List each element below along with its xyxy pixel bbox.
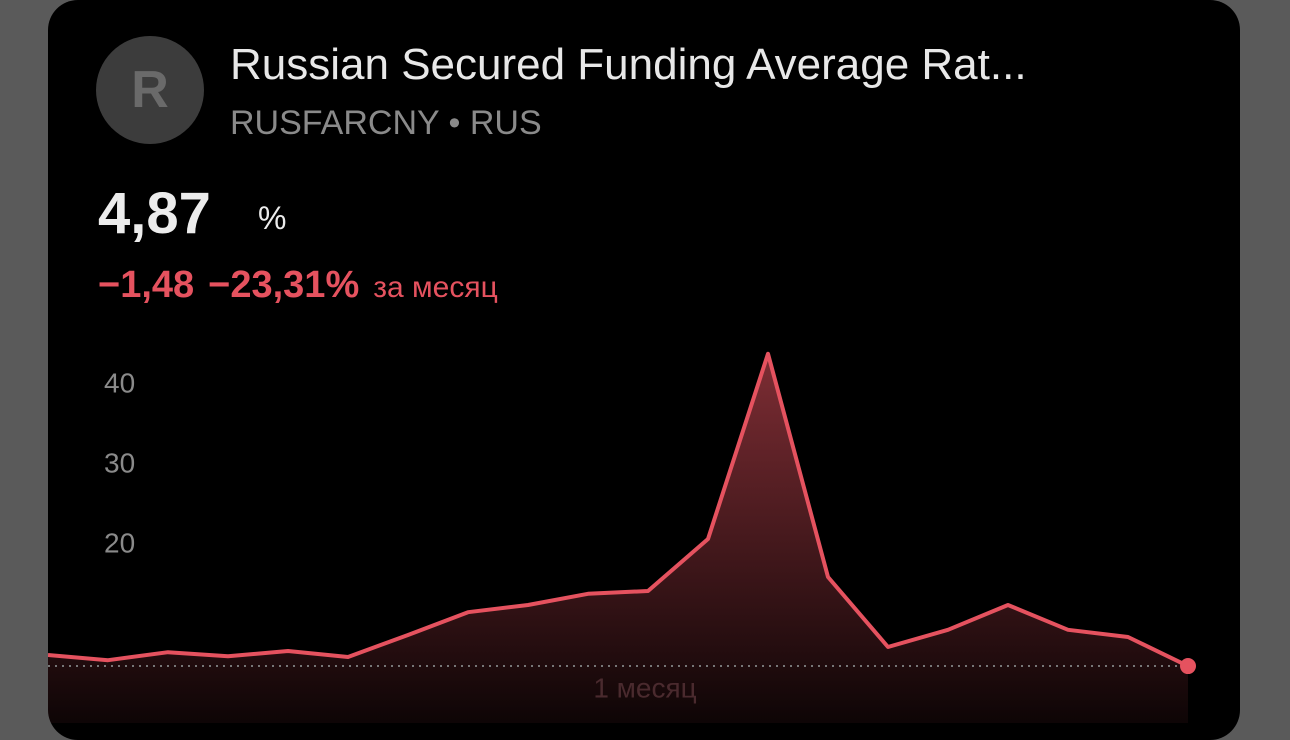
change-percent: −23,31% (208, 264, 360, 306)
period: за месяц (373, 271, 498, 304)
change-value: −1,48 (98, 264, 195, 306)
price: 4,87 (98, 181, 211, 246)
period-button[interactable]: 1 месяц (593, 672, 696, 703)
y-tick-label: 30 (104, 447, 135, 478)
subtitle: RUSFARCNY • RUS (230, 104, 542, 142)
line (48, 351, 1189, 668)
avatar: R (96, 36, 204, 144)
chart: 20 30 40 1 месяц (48, 351, 1196, 723)
end-point (1180, 658, 1196, 675)
area (48, 353, 1188, 723)
change: −1,48 −23,31% за месяц (98, 264, 512, 307)
y-tick-label: 40 (104, 367, 135, 398)
unit: % (258, 200, 287, 236)
y-tick-label: 20 (104, 527, 135, 558)
card: 20 30 40 1 месяц R Russian Secured Funding … (48, 0, 1240, 740)
page: 20 30 40 1 месяц R Russian Secured Funding … (48, 0, 1240, 740)
title: Russian Secured Funding Average Rat... (230, 40, 1027, 89)
